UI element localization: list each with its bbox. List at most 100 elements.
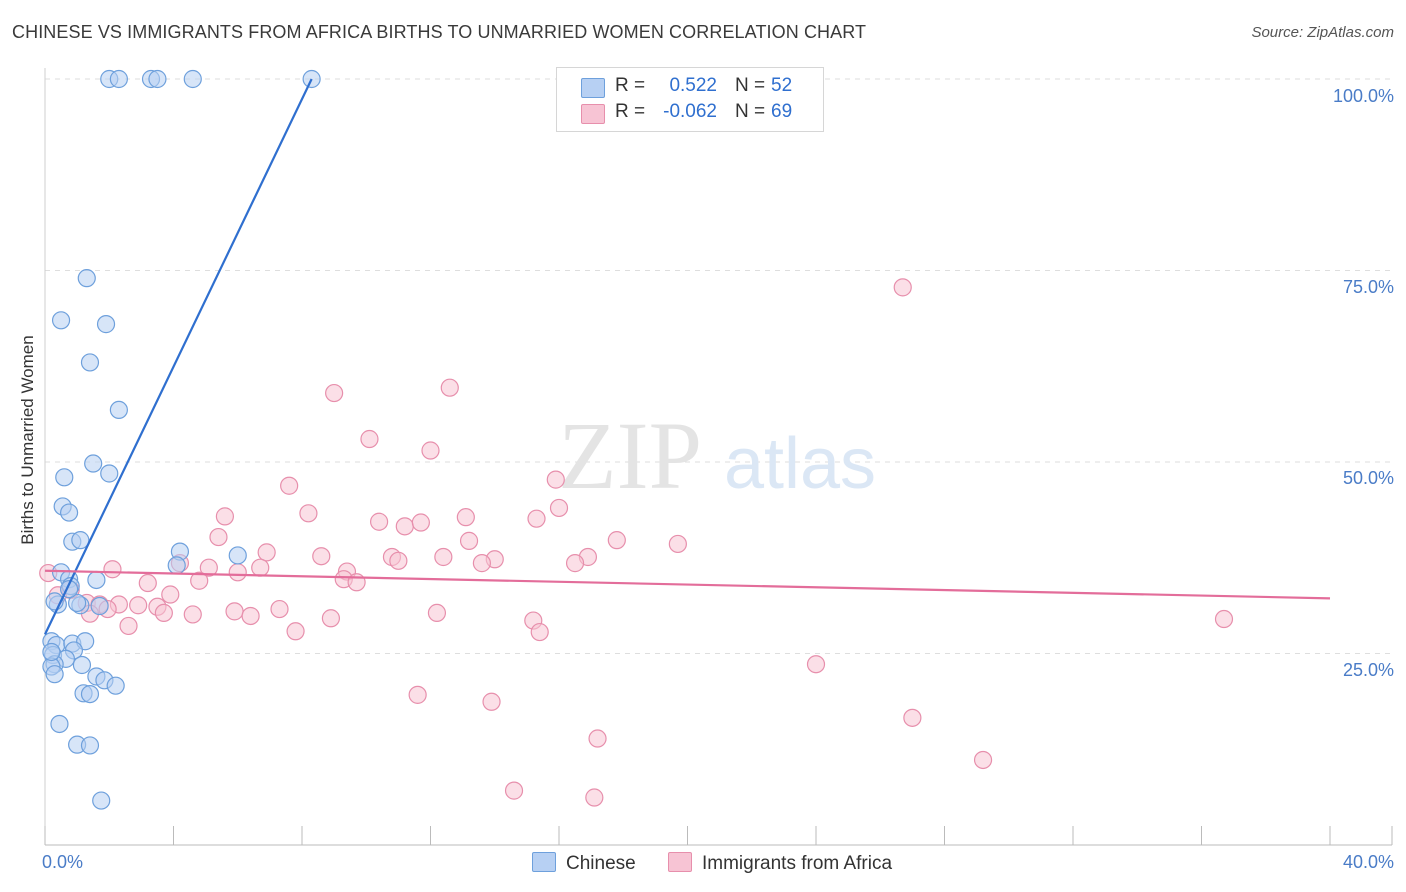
data-point-africa [893,278,912,297]
data-point-africa [360,429,379,449]
trend-lines [44,78,1331,635]
data-point-africa [299,504,318,523]
trend-line-chinese [44,78,313,635]
legend-swatch-africa [668,852,692,872]
data-point-africa [806,655,826,674]
grid-lines [45,78,1392,654]
data-point-chinese [72,655,92,675]
data-point-africa [903,708,922,727]
data-point-africa [190,571,209,590]
data-point-africa [565,554,585,573]
series-chinese [42,69,321,810]
n-label: N = [735,75,766,96]
y-tick-label: 25.0% [1342,660,1394,680]
data-point-africa [395,517,414,536]
chinese-swatch [581,78,605,98]
data-point-africa [546,470,565,489]
legend-item-chinese[interactable]: Chinese [532,852,636,875]
data-point-chinese [45,665,64,684]
watermark-zip: ZIP [558,402,702,509]
data-point-africa [103,560,122,579]
y-axis-label-box: Births to Unmarried Women [16,300,40,580]
data-point-africa [183,605,202,624]
data-point-chinese [90,596,109,616]
data-point-africa [370,512,389,531]
watermark: ZIP atlas [558,402,876,509]
series-immigrants-from-africa [39,278,1234,807]
data-point-africa [408,685,427,704]
data-point-africa [251,558,270,577]
data-point-africa [321,609,341,628]
data-point-africa [607,531,626,550]
data-point-africa [241,606,260,626]
y-tick-label: 75.0% [1342,277,1394,297]
y-tick-label: 100.0% [1332,86,1394,106]
y-tick-label: 50.0% [1342,468,1394,488]
data-point-africa [389,551,408,570]
data-point-africa [138,573,157,593]
stats-legend-box: R = 0.522 N = 52 R = -0.062 N = 69 [556,67,824,132]
data-point-africa [549,498,569,518]
data-point-africa [257,543,276,562]
data-point-chinese [167,556,186,575]
data-point-africa [504,781,524,800]
data-point-chinese [228,546,247,565]
data-point-chinese [71,531,90,550]
n-value: 69 [771,101,793,122]
legend-swatch-chinese [532,852,556,872]
data-point-africa [119,616,138,636]
data-point-africa [129,596,148,615]
data-point-chinese [68,593,87,613]
data-point-africa [459,531,479,550]
data-point-africa [411,513,430,532]
data-point-africa [588,729,607,748]
x-tick-label: 40.0% [1342,852,1394,872]
data-point-africa [161,585,180,604]
data-point-chinese [106,676,125,695]
r-label: R = [615,101,646,122]
chart-title: CHINESE VS IMMIGRANTS FROM AFRICA BIRTHS… [12,22,867,42]
watermark-atlas: atlas [724,424,876,504]
data-point-chinese [55,468,74,487]
data-point-africa [325,383,344,403]
data-point-chinese [87,570,106,590]
data-point-chinese [80,353,100,372]
data-point-africa [280,476,299,495]
data-point-chinese [77,269,96,288]
data-point-africa [530,622,549,642]
axes [44,68,1393,846]
data-point-africa [286,622,305,641]
data-point-chinese [80,684,100,704]
legend-label: Immigrants from Africa [702,853,893,874]
data-point-africa [472,554,491,573]
data-point-chinese [51,311,71,330]
data-point-chinese [96,315,116,334]
data-point-chinese [148,69,167,89]
n-label: N = [735,101,766,122]
r-label: R = [615,75,646,96]
n-value: 52 [771,75,793,96]
data-point-chinese [109,400,128,420]
data-point-chinese [92,791,111,810]
data-point-africa [427,603,447,623]
data-point-africa [225,602,244,621]
r-value: -0.062 [663,101,717,122]
data-point-africa [215,507,234,526]
data-point-africa [154,603,173,623]
data-point-africa [527,509,546,528]
data-point-chinese [50,714,69,734]
x-tick-label: 0.0% [42,852,84,872]
data-point-africa [973,750,993,770]
data-point-chinese [59,503,79,522]
data-point-chinese [100,464,119,483]
data-point-africa [199,558,218,577]
data-point-africa [585,788,604,807]
data-point-africa [434,547,453,567]
data-point-africa [312,547,331,566]
data-point-chinese [183,69,202,89]
r-value: 0.522 [669,75,717,96]
data-point-chinese [109,69,128,89]
legend-item-africa[interactable]: Immigrants from Africa [668,852,892,875]
trend-line-africa [44,569,1331,600]
